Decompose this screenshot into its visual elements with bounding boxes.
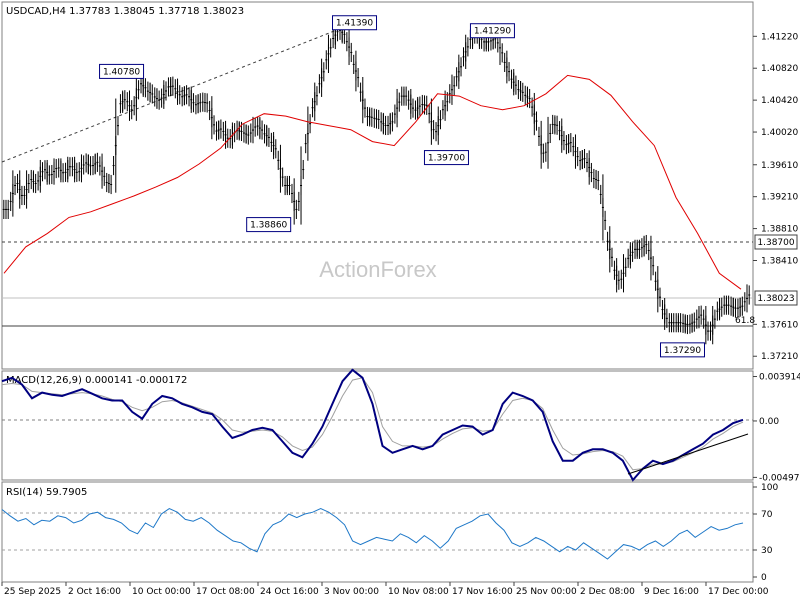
price-tick-label: 1.38410	[761, 256, 798, 266]
price-tag-138023: 1.38023	[754, 290, 798, 306]
price-axis: 1.41220 1.40820 1.40420 1.40020 1.39610 1.392…	[753, 32, 798, 362]
rsi-panel: RSI(14) 59.7905 100 70 30 0	[1, 481, 778, 583]
macd-tick-label: 0.003914	[759, 373, 800, 383]
price-tick-label: 1.38810	[761, 225, 798, 235]
price-annotation-box	[659, 342, 705, 358]
time-tick-label: 10 Nov 08:00	[388, 587, 449, 597]
price-annotation-box	[423, 150, 469, 166]
macd-trendline	[627, 433, 749, 475]
time-tick-label: 2 Oct 16:00	[68, 587, 121, 597]
macd-axis: 0.003914 0.00 -0.00497	[753, 373, 800, 483]
time-tick-label: 25 Nov 00:00	[516, 587, 577, 597]
rsi-title: RSI(14) 59.7905	[6, 487, 87, 498]
watermark: ActionForex	[319, 257, 436, 282]
price-annotation-box	[246, 217, 292, 233]
rsi-tick-label: 0	[761, 573, 767, 583]
rsi-axis: 100 70 30 0	[753, 483, 778, 583]
time-tick-label: 10 Oct 00:00	[132, 587, 191, 597]
macd-tick-label: 0.00	[759, 417, 779, 427]
time-tick-label: 25 Sep 2025	[4, 587, 61, 597]
price-annotation-label: 1.41390	[336, 19, 373, 29]
macd-tick-label: -0.00497	[759, 473, 799, 483]
time-tick-label: 17 Nov 16:00	[452, 587, 513, 597]
price-annotation-box	[469, 23, 515, 39]
svg-text:1.38700: 1.38700	[757, 238, 794, 248]
price-tick-label: 1.40020	[761, 128, 798, 138]
price-annotations: 1.40780 1.41390 1.41290 1.39700 1.38860 1.372…	[99, 15, 705, 358]
price-tick-label: 1.37210	[761, 352, 798, 362]
price-panel: ActionForex USDCAD,H4 1.37783 1.38045 1.…	[1, 1, 798, 370]
price-annotation-label: 1.40780	[103, 67, 140, 77]
time-tick-label: 17 Dec 00:00	[708, 587, 769, 597]
rsi-tick-label: 30	[761, 546, 773, 556]
time-axis: 25 Sep 2025 2 Oct 16:00 10 Oct 00:00 17 Oct…	[1, 582, 769, 597]
rsi-tick-label: 70	[761, 510, 773, 520]
macd-line	[1, 368, 744, 482]
svg-text:1.38023: 1.38023	[757, 294, 794, 304]
upper-trendline	[1, 23, 353, 163]
moving-average-line	[3, 74, 742, 290]
price-annotation-label: 1.38860	[250, 221, 287, 231]
time-tick-label: 2 Dec 08:00	[580, 587, 635, 597]
time-tick-label: 3 Nov 00:00	[324, 587, 379, 597]
fib-618-label: 61.8	[735, 316, 755, 326]
time-tick-label: 24 Oct 16:00	[260, 587, 319, 597]
price-tick-label: 1.40820	[761, 64, 798, 74]
macd-title: MACD(12,26,9) 0.000141 -0.000172	[6, 375, 187, 386]
rsi-line	[1, 508, 744, 560]
price-annotation-label: 1.37290	[664, 346, 701, 356]
price-tick-label: 1.41220	[761, 32, 798, 42]
time-tick-label: 17 Oct 08:00	[196, 587, 255, 597]
price-annotation-label: 1.41290	[474, 27, 511, 37]
price-tick-label: 1.40420	[761, 96, 798, 106]
price-annotation-box	[332, 15, 378, 31]
time-tick-label: 9 Dec 16:00	[644, 587, 699, 597]
price-tick-label: 1.37610	[761, 320, 798, 330]
price-tag-138700: 1.38700	[754, 234, 798, 250]
price-title: USDCAD,H4 1.37783 1.38045 1.37718 1.3802…	[6, 6, 244, 17]
price-annotation-label: 1.39700	[428, 154, 465, 164]
price-annotation-box	[99, 63, 145, 79]
price-tick-label: 1.39610	[761, 161, 798, 171]
price-tick-label: 1.39210	[761, 193, 798, 203]
rsi-tick-label: 100	[761, 483, 778, 493]
macd-panel: MACD(12,26,9) 0.000141 -0.000172 0.00391…	[1, 368, 800, 483]
